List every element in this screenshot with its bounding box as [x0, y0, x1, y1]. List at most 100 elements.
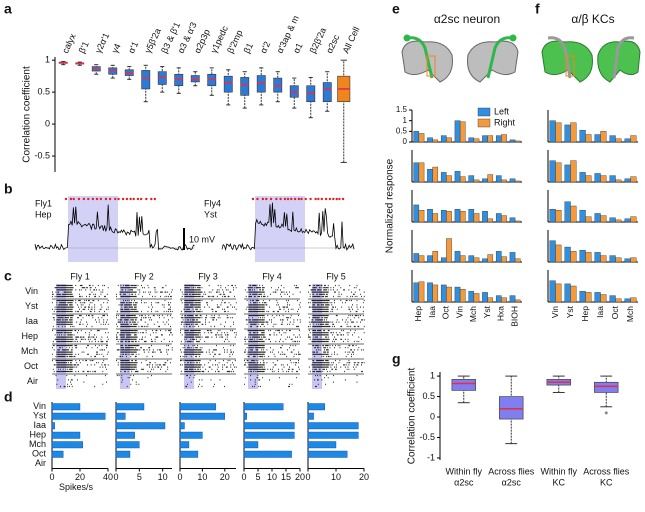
fly-title: Fly 4: [262, 271, 282, 281]
bar: [549, 208, 556, 223]
spike-dot: [72, 197, 75, 201]
y-tick-label: Hep: [29, 430, 46, 440]
bar: [564, 164, 571, 183]
bar: [459, 211, 466, 223]
spike-dot: [341, 197, 345, 201]
panel-title: α/β KCs: [571, 12, 614, 26]
bar: [482, 178, 488, 183]
panel-label: f: [535, 1, 540, 17]
stimulus-shade: [255, 196, 305, 262]
y-tick-label: 1: [430, 370, 435, 380]
bar: [585, 175, 592, 183]
bar: [600, 294, 607, 303]
bar: [482, 292, 488, 303]
bar: [468, 255, 475, 263]
spike-dot: [150, 197, 153, 201]
voltage-trace: [34, 204, 195, 252]
spike-raster: [52, 284, 109, 388]
x-tick-label: 10: [267, 472, 277, 482]
bar: [243, 431, 295, 439]
bar: [564, 283, 571, 303]
spike-dot: [136, 197, 140, 201]
bar: [468, 137, 475, 143]
x-tick-label: Yst: [565, 305, 575, 318]
bar: [514, 180, 521, 183]
y-tick-label: 0.5: [37, 87, 50, 97]
bar: [509, 252, 516, 263]
bar: [307, 422, 359, 430]
x-tick-label: 5: [137, 472, 142, 482]
x-tick-label: 10: [331, 472, 341, 482]
y-tick-label: 1: [403, 116, 408, 125]
bar: [446, 286, 452, 303]
bar: [307, 403, 325, 411]
brain-f: [541, 36, 641, 83]
spike-dot: [320, 197, 323, 201]
outlier: [604, 411, 608, 415]
fly-title: Fly 5: [326, 271, 346, 281]
spike-dot: [64, 197, 68, 201]
bar: [501, 256, 507, 263]
bar: [473, 213, 480, 223]
bar: [600, 215, 607, 223]
x-tick-label: β'1: [77, 40, 91, 55]
bar: [459, 121, 466, 143]
legend-label: Right: [494, 117, 516, 127]
bar: [179, 441, 190, 449]
bar: [432, 166, 439, 183]
box: [141, 70, 151, 90]
bar: [579, 210, 586, 223]
spike-dot: [121, 197, 125, 201]
x-tick-label: γ4: [110, 42, 123, 55]
trace-label: Fly4: [204, 198, 221, 208]
bar: [570, 251, 577, 263]
spike-dot: [132, 197, 135, 201]
box: [499, 396, 524, 420]
legend-label: Left: [494, 106, 510, 116]
odor-label: Mch: [21, 346, 38, 356]
x-tick-label: 15: [281, 472, 291, 482]
bar: [51, 441, 83, 449]
bar: [495, 135, 502, 143]
x-tick-label: α'2: [258, 40, 272, 55]
x-tick-label: 0: [305, 472, 310, 482]
bar: [454, 171, 461, 183]
bar: [432, 284, 439, 303]
bar: [487, 254, 494, 263]
bar: [51, 431, 81, 439]
voltage-trace: [221, 202, 355, 252]
bar: [427, 208, 433, 223]
bar: [454, 120, 461, 143]
x-tick-label: α2sc: [324, 33, 341, 55]
bar: [446, 137, 452, 143]
bar: [482, 258, 488, 263]
bar: [487, 297, 494, 303]
bar: [482, 135, 488, 143]
x-tick-label: 40: [103, 472, 113, 482]
x-tick-label: 0: [49, 472, 54, 482]
bar: [179, 403, 217, 411]
bar: [432, 213, 439, 223]
x-tick-label: Mch: [625, 306, 635, 322]
spike-dot: [293, 197, 297, 201]
bar: [609, 295, 616, 303]
bar: [615, 179, 622, 183]
bar: [413, 162, 420, 183]
bar: [501, 134, 507, 143]
y-axis-label: Correlation coefficient: [22, 66, 33, 163]
spike-dot: [129, 197, 132, 201]
bar: [446, 238, 452, 263]
bar: [468, 208, 475, 223]
bar: [615, 257, 622, 263]
y-tick-label: 0: [430, 411, 435, 421]
bar: [307, 441, 337, 449]
x-tick-label: α1: [291, 41, 304, 54]
y-tick-label: 1: [45, 55, 50, 65]
spike-dot: [77, 197, 81, 201]
bar: [446, 211, 452, 223]
bar: [514, 258, 521, 263]
bar: [564, 246, 571, 263]
x-tick-label: Hep: [413, 306, 423, 322]
bar: [487, 135, 494, 143]
bar: [585, 292, 592, 303]
